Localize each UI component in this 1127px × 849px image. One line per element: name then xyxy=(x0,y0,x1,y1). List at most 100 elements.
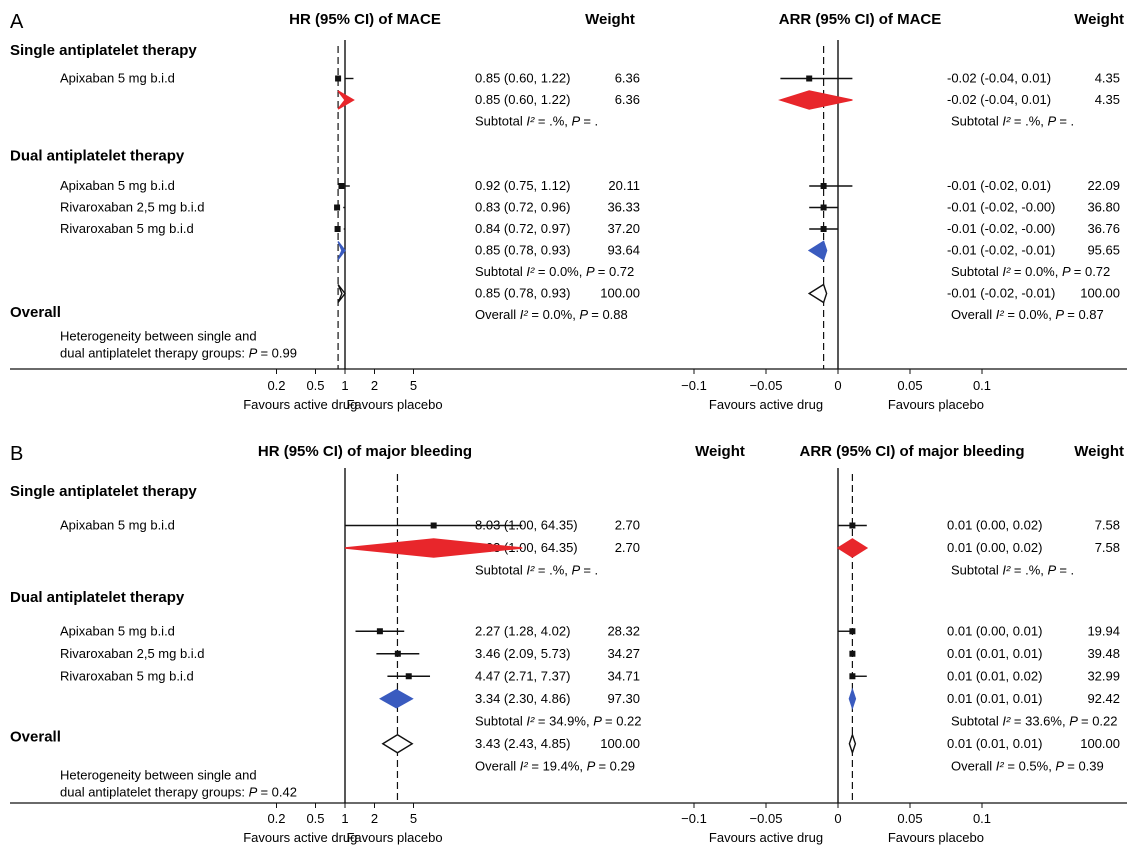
panel-b-left-favours-left: Favours active drug xyxy=(243,830,357,845)
panel-a-left-favours-left: Favours active drug xyxy=(243,397,357,412)
panel-a-left-ci-text: 0.84 (0.72, 0.97) xyxy=(475,221,570,236)
panel-a-right-ci-text: -0.02 (-0.04, 0.01) xyxy=(947,71,1051,86)
panel-a-study-label: Apixaban 5 mg b.i.d xyxy=(60,71,175,86)
panel-b-left-point xyxy=(394,650,401,657)
panel-b-right-ci-text: 0.01 (0.00, 0.02) xyxy=(947,540,1042,555)
panel-a-left-subtotal-diamond xyxy=(337,241,346,260)
panel-a-right-ci-text: -0.01 (-0.02, -0.00) xyxy=(947,200,1055,215)
panel-b-right-weight-value: 7.58 xyxy=(1095,540,1120,555)
panel-b-left-header: HR (95% CI) of major bleeding xyxy=(258,443,472,460)
panel-b-right-ci-text: 0.01 (0.01, 0.02) xyxy=(947,668,1042,683)
panel-b-right-ci-text: 0.01 (0.00, 0.02) xyxy=(947,518,1042,533)
panel-a-left-point xyxy=(338,183,345,189)
panel-a-right-weight-header: Weight xyxy=(1074,11,1124,28)
panel-b-right-tick-label: −0.05 xyxy=(750,811,783,826)
panel-a-study-label: Rivaroxaban 2,5 mg b.i.d xyxy=(60,200,205,215)
panel-a-group-title: Dual antiplatelet therapy xyxy=(10,147,185,164)
panel-b-left-weight-value: 2.70 xyxy=(615,540,640,555)
panel-a-heterogeneity-text: Heterogeneity between single and xyxy=(60,329,257,344)
panel-b-left-overall-diamond xyxy=(381,733,414,754)
panel-a-right-weight-value: 22.09 xyxy=(1087,178,1120,193)
panel-b-right-ci-text: 0.01 (0.01, 0.01) xyxy=(947,691,1042,706)
panel-b-left-ci-text: 4.47 (2.71, 7.37) xyxy=(475,668,570,683)
panel-a-left-tick-label: 2 xyxy=(371,378,378,393)
panel-a-left-weight-value: 93.64 xyxy=(607,243,640,258)
panel-a-right-weight-value: 4.35 xyxy=(1095,71,1120,86)
panel-b-right-stat-text: Subtotal I² = .%, P = . xyxy=(951,563,1074,578)
panel-a-right-tick-label: 0.1 xyxy=(973,378,991,393)
panel-b-left-ci-text: 3.34 (2.30, 4.86) xyxy=(475,691,570,706)
panel-b-left-ci-text: 8.03 (1.00, 64.35) xyxy=(475,518,578,533)
panel-b-left-weight-value: 97.30 xyxy=(607,691,640,706)
panel-a-label: A xyxy=(10,11,24,33)
panel-b-left-weight-value: 100.00 xyxy=(600,736,640,751)
panel-b-right-point xyxy=(849,628,856,635)
panel-a-left-tick-label: 1 xyxy=(341,378,348,393)
panel-b-left-stat-text: Overall I² = 19.4%, P = 0.29 xyxy=(475,758,635,773)
panel-b-left-tick-label: 5 xyxy=(410,811,417,826)
panel-a-left-point xyxy=(334,226,341,232)
panel-a-left-ci-text: 0.83 (0.72, 0.96) xyxy=(475,200,570,215)
panel-a-right-subtotal-diamond xyxy=(807,240,828,261)
panel-a-left-ci-text: 0.92 (0.75, 1.12) xyxy=(475,178,570,193)
panel-a-left-stat-text: Subtotal I² = 0.0%, P = 0.72 xyxy=(475,264,634,279)
panel-a-right-subtotal-diamond xyxy=(778,90,853,110)
panel-a-left-point xyxy=(334,204,341,211)
panel-a-left-tick-label: 0.5 xyxy=(306,378,324,393)
panel-a-left-stat-text: Overall I² = 0.0%, P = 0.88 xyxy=(475,307,628,322)
panel-b-left-tick-label: 1 xyxy=(341,811,348,826)
panel-a-group-title: Single antiplatelet therapy xyxy=(10,42,197,59)
panel-b-group-title: Dual antiplatelet therapy xyxy=(10,589,185,606)
panel-b-heterogeneity-text: Heterogeneity between single and xyxy=(60,767,257,782)
panel-a-right-ci-text: -0.01 (-0.02, -0.01) xyxy=(947,286,1055,301)
panel-a-study-label: Rivaroxaban 5 mg b.i.d xyxy=(60,221,194,236)
panel-b-study-label: Rivaroxaban 2,5 mg b.i.d xyxy=(60,646,205,661)
panel-a-left-weight-value: 6.36 xyxy=(615,92,640,107)
panel-b-right-weight-value: 39.48 xyxy=(1087,646,1120,661)
panel-b-study-label: Rivaroxaban 5 mg b.i.d xyxy=(60,668,194,683)
panel-b-right-overall-diamond xyxy=(848,732,857,755)
panel-b-right-point xyxy=(849,650,856,657)
panel-a-left-tick-label: 0.2 xyxy=(267,378,285,393)
panel-b-right-subtotal-diamond xyxy=(836,538,869,558)
panel-a-right-weight-value: 100.00 xyxy=(1080,286,1120,301)
panel-b-left-ci-text: 8.03 (1.00, 64.35) xyxy=(475,540,578,555)
panel-a-left-favours-right: Favours placebo xyxy=(346,397,442,412)
panel-a-right-ci-text: -0.01 (-0.02, 0.01) xyxy=(947,178,1051,193)
panel-a-right-point xyxy=(820,226,827,232)
panel-a-right-weight-value: 4.35 xyxy=(1095,92,1120,107)
panel-b-left-stat-text: Subtotal I² = .%, P = . xyxy=(475,563,598,578)
panel-b-study-label: Apixaban 5 mg b.i.d xyxy=(60,518,175,533)
panel-b-right-favours-right: Favours placebo xyxy=(888,830,984,845)
panel-b-left-point xyxy=(405,673,412,680)
panel-b-left-stat-text: Subtotal I² = 34.9%, P = 0.22 xyxy=(475,713,642,728)
panel-a-right-stat-text: Subtotal I² = .%, P = . xyxy=(951,114,1074,129)
panel-b-left-ci-text: 3.46 (2.09, 5.73) xyxy=(475,646,570,661)
panel-a-right-weight-value: 36.76 xyxy=(1087,221,1120,236)
panel-a-right-weight-value: 95.65 xyxy=(1087,243,1120,258)
panel-b-right-stat-text: Overall I² = 0.5%, P = 0.39 xyxy=(951,758,1104,773)
panel-a-left-weight-value: 36.33 xyxy=(607,200,640,215)
panel-a-left-point xyxy=(335,75,342,82)
panel-a-left-ci-text: 0.85 (0.78, 0.93) xyxy=(475,286,570,301)
panel-a-left-subtotal-diamond xyxy=(337,90,355,110)
panel-b-left-weight-value: 34.27 xyxy=(607,646,640,661)
panel-b-right-weight-value: 19.94 xyxy=(1087,623,1120,638)
panel-a-group-title: Overall xyxy=(10,304,61,321)
panel-a-left-header: HR (95% CI) of MACE xyxy=(289,11,441,28)
panel-b-right-favours-left: Favours active drug xyxy=(709,830,823,845)
panel-b-right-tick-label: 0.05 xyxy=(897,811,922,826)
panel-a-left-ci-text: 0.85 (0.60, 1.22) xyxy=(475,92,570,107)
panel-a-heterogeneity-text: dual antiplatelet therapy groups: P = 0.… xyxy=(60,346,297,361)
panel-b-group-title: Overall xyxy=(10,728,61,745)
panel-b-left-ci-text: 2.27 (1.28, 4.02) xyxy=(475,623,570,638)
panel-b-right-header: ARR (95% CI) of major bleeding xyxy=(799,443,1024,460)
panel-a-left-ci-text: 0.85 (0.60, 1.22) xyxy=(475,71,570,86)
panel-a-right-stat-text: Overall I² = 0.0%, P = 0.87 xyxy=(951,307,1104,322)
panel-b-right-weight-value: 92.42 xyxy=(1087,691,1120,706)
panel-b-study-label: Apixaban 5 mg b.i.d xyxy=(60,623,175,638)
panel-a-right-weight-value: 36.80 xyxy=(1087,200,1120,215)
panel-a-left-weight-value: 37.20 xyxy=(607,221,640,236)
panel-a-left-weight-header: Weight xyxy=(585,11,635,28)
